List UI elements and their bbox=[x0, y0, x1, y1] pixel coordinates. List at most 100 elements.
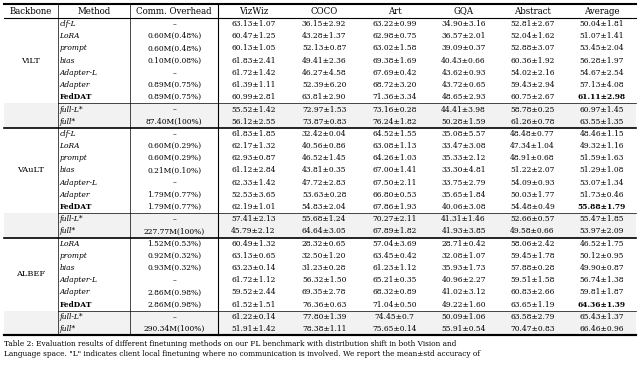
Bar bbox=[4, 323, 636, 335]
Text: 49.22±1.60: 49.22±1.60 bbox=[441, 301, 486, 309]
Text: 33.47±3.08: 33.47±3.08 bbox=[441, 142, 486, 150]
Text: 63.13±1.07: 63.13±1.07 bbox=[231, 20, 276, 28]
Text: Language space. "L" indicates client local finetuning where no communication is : Language space. "L" indicates client loc… bbox=[4, 350, 480, 358]
Bar bbox=[4, 286, 636, 299]
Bar bbox=[4, 238, 636, 250]
Text: Adapter: Adapter bbox=[60, 81, 90, 89]
Text: 61.72±1.12: 61.72±1.12 bbox=[231, 276, 276, 284]
Text: 35.93±1.73: 35.93±1.73 bbox=[442, 264, 486, 272]
Text: 64.64±3.05: 64.64±3.05 bbox=[302, 228, 346, 236]
Text: full*: full* bbox=[60, 118, 76, 126]
Bar bbox=[4, 79, 636, 91]
Text: 75.65±0.14: 75.65±0.14 bbox=[372, 325, 417, 333]
Text: 59.51±1.58: 59.51±1.58 bbox=[510, 276, 554, 284]
Text: 61.83±1.85: 61.83±1.85 bbox=[231, 130, 276, 138]
Text: 60.99±2.81: 60.99±2.81 bbox=[231, 93, 276, 101]
Text: 54.48±0.49: 54.48±0.49 bbox=[510, 203, 555, 211]
Text: 63.58±2.79: 63.58±2.79 bbox=[510, 313, 554, 321]
Text: 290.34M(100%): 290.34M(100%) bbox=[143, 325, 205, 333]
Text: clf-L: clf-L bbox=[60, 130, 76, 138]
Bar bbox=[4, 104, 636, 116]
Text: LoRA: LoRA bbox=[60, 142, 80, 150]
Text: 63.81±2.90: 63.81±2.90 bbox=[302, 93, 346, 101]
Text: bias: bias bbox=[60, 166, 75, 174]
Text: 64.36±1.39: 64.36±1.39 bbox=[578, 301, 626, 309]
Bar bbox=[4, 67, 636, 79]
Text: 77.80±1.39: 77.80±1.39 bbox=[302, 313, 346, 321]
Text: 54.67±2.54: 54.67±2.54 bbox=[579, 69, 624, 77]
Text: 61.22±0.14: 61.22±0.14 bbox=[231, 313, 276, 321]
Text: 0.60M(0.29%): 0.60M(0.29%) bbox=[147, 142, 202, 150]
Text: 55.88±1.79: 55.88±1.79 bbox=[578, 203, 626, 211]
Text: 67.00±1.41: 67.00±1.41 bbox=[372, 166, 417, 174]
Text: 31.23±0.28: 31.23±0.28 bbox=[302, 264, 346, 272]
Text: Adapter: Adapter bbox=[60, 288, 90, 296]
Text: 56.28±1.97: 56.28±1.97 bbox=[580, 57, 624, 65]
Text: 35.33±2.12: 35.33±2.12 bbox=[442, 154, 486, 162]
Text: 46.27±4.58: 46.27±4.58 bbox=[302, 69, 346, 77]
Text: full-L*: full-L* bbox=[60, 313, 83, 321]
Text: 59.81±1.87: 59.81±1.87 bbox=[580, 288, 624, 296]
Text: COCO: COCO bbox=[310, 7, 338, 15]
Text: 55.52±1.42: 55.52±1.42 bbox=[231, 105, 276, 114]
Text: 52.53±3.65: 52.53±3.65 bbox=[231, 191, 276, 199]
Text: Average: Average bbox=[584, 7, 620, 15]
Text: GQA: GQA bbox=[453, 7, 474, 15]
Text: Adapter-L: Adapter-L bbox=[60, 179, 97, 187]
Text: prompt: prompt bbox=[60, 154, 87, 162]
Text: Abstract: Abstract bbox=[514, 7, 550, 15]
Text: 57.41±2.13: 57.41±2.13 bbox=[231, 215, 276, 223]
Text: –: – bbox=[172, 130, 176, 138]
Text: 87.40M(100%): 87.40M(100%) bbox=[146, 118, 203, 126]
Text: 32.42±0.04: 32.42±0.04 bbox=[302, 130, 346, 138]
Text: full-L*: full-L* bbox=[60, 215, 83, 223]
Text: LoRA: LoRA bbox=[60, 240, 80, 248]
Text: 41.31±1.46: 41.31±1.46 bbox=[441, 215, 486, 223]
Text: 60.13±1.05: 60.13±1.05 bbox=[231, 45, 276, 52]
Text: 28.71±0.42: 28.71±0.42 bbox=[441, 240, 486, 248]
Text: Art: Art bbox=[388, 7, 401, 15]
Bar bbox=[4, 18, 636, 30]
Text: 56.74±1.38: 56.74±1.38 bbox=[580, 276, 624, 284]
Text: 62.33±1.42: 62.33±1.42 bbox=[231, 179, 276, 187]
Bar bbox=[4, 311, 636, 323]
Text: 67.86±1.93: 67.86±1.93 bbox=[372, 203, 417, 211]
Text: 52.13±0.87: 52.13±0.87 bbox=[302, 45, 346, 52]
Text: 34.90±3.16: 34.90±3.16 bbox=[441, 20, 486, 28]
Text: 69.38±1.69: 69.38±1.69 bbox=[372, 57, 417, 65]
Text: 0.92M(0.32%): 0.92M(0.32%) bbox=[147, 252, 202, 260]
Text: 46.52±1.45: 46.52±1.45 bbox=[302, 154, 346, 162]
Text: 52.39±6.20: 52.39±6.20 bbox=[302, 81, 346, 89]
Text: 55.68±1.24: 55.68±1.24 bbox=[302, 215, 346, 223]
Text: Adapter-L: Adapter-L bbox=[60, 276, 97, 284]
Text: ALBEF: ALBEF bbox=[16, 270, 45, 278]
Text: 44.41±3.98: 44.41±3.98 bbox=[441, 105, 486, 114]
Text: 60.83±2.66: 60.83±2.66 bbox=[510, 288, 554, 296]
Text: 64.26±1.03: 64.26±1.03 bbox=[372, 154, 417, 162]
Text: 60.47±1.25: 60.47±1.25 bbox=[231, 32, 276, 40]
Text: prompt: prompt bbox=[60, 252, 87, 260]
Text: 41.02±3.12: 41.02±3.12 bbox=[441, 288, 486, 296]
Text: 70.27±2.11: 70.27±2.11 bbox=[372, 215, 417, 223]
Text: prompt: prompt bbox=[60, 45, 87, 52]
Text: 53.97±2.09: 53.97±2.09 bbox=[580, 228, 624, 236]
Text: 60.75±2.67: 60.75±2.67 bbox=[510, 93, 554, 101]
Text: 50.03±1.77: 50.03±1.77 bbox=[510, 191, 554, 199]
Text: 73.87±0.83: 73.87±0.83 bbox=[302, 118, 346, 126]
Text: 49.58±0.66: 49.58±0.66 bbox=[510, 228, 554, 236]
Bar bbox=[4, 262, 636, 274]
Bar bbox=[4, 91, 636, 104]
Text: 49.41±2.36: 49.41±2.36 bbox=[302, 57, 346, 65]
Text: 0.10M(0.08%): 0.10M(0.08%) bbox=[147, 57, 202, 65]
Bar bbox=[4, 42, 636, 55]
Bar bbox=[4, 152, 636, 164]
Text: 33.75±2.79: 33.75±2.79 bbox=[442, 179, 486, 187]
Text: 51.29±1.08: 51.29±1.08 bbox=[580, 166, 624, 174]
Text: 62.19±1.01: 62.19±1.01 bbox=[231, 203, 276, 211]
Text: Adapter-L: Adapter-L bbox=[60, 69, 97, 77]
Text: 70.47±0.83: 70.47±0.83 bbox=[510, 325, 554, 333]
Text: 36.15±2.92: 36.15±2.92 bbox=[302, 20, 346, 28]
Text: 56.32±1.50: 56.32±1.50 bbox=[302, 276, 346, 284]
Text: VizWiz: VizWiz bbox=[239, 7, 268, 15]
Text: 47.72±2.83: 47.72±2.83 bbox=[302, 179, 346, 187]
